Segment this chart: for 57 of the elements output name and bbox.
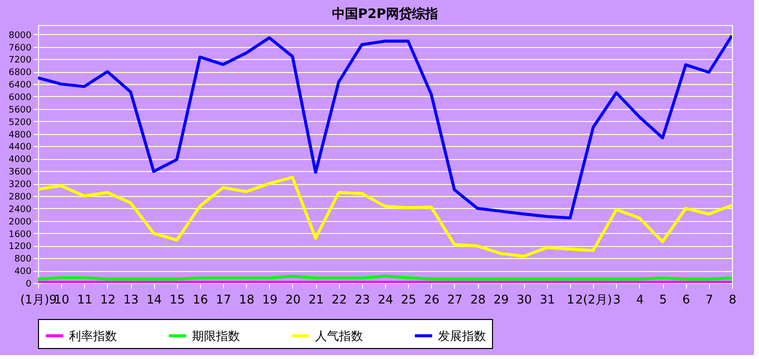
x-tick-label: 26 [424,292,440,306]
line-series [38,34,732,220]
x-tick-label: 24 [378,292,394,306]
x-tick-label: 20 [285,292,301,306]
y-tick-label: 4400 [8,142,32,153]
y-tick-label: 6800 [8,68,32,78]
y-tick-label: 6000 [8,92,32,103]
y-tick-label: 400 [14,267,32,278]
x-tick-label: 8 [728,292,736,306]
x-tick-label: 17 [216,292,232,306]
y-tick-label: 800 [14,254,32,265]
x-tick-label: 30 [516,292,532,306]
x-tick-label: 11 [77,292,92,306]
y-tick-label: 8000 [8,30,32,41]
x-tick-label: 18 [239,292,254,306]
legend-label: 期限指数 [192,328,240,343]
y-tick-label: 2000 [8,217,32,228]
x-tick-label: 27 [447,292,463,306]
x-tick-label: 4 [636,292,644,306]
x-tick-label: 31 [540,292,556,306]
y-tick-label: 1600 [8,230,32,240]
legend-label: 人气指数 [315,328,363,343]
x-tick-label: 22 [332,292,347,306]
x-tick-label: 14 [146,292,162,306]
x-tick-label: 5 [659,292,667,306]
x-tick-label: 23 [354,292,370,306]
y-tick-label: 5600 [8,105,32,116]
legend-label: 利率指数 [69,328,117,343]
line-series [38,176,732,258]
y-tick-label: 2400 [8,204,32,215]
x-tick-label: 3 [613,292,621,306]
chart-title: 中国P2P网贷综指 [332,6,438,22]
x-tick-label: 21 [308,292,324,306]
x-tick-label: 2(2月) [575,292,612,306]
y-tick-label: 6400 [8,80,32,91]
y-tick-label: 4000 [8,155,32,166]
x-tick-label: 16 [192,292,208,306]
y-tick-label: 1200 [8,242,32,252]
y-tick-label: 3200 [8,180,32,190]
x-tick-label: 12 [100,292,116,306]
x-tick-label: 25 [400,292,416,306]
x-tick-label: 19 [262,292,278,306]
x-tick-label: 28 [470,292,486,306]
y-tick-label: 4800 [8,130,32,140]
y-tick-label: 7200 [8,56,32,66]
x-tick-label: 6 [682,292,690,306]
y-tick-label: 3600 [8,168,32,178]
x-tick-label: 13 [123,292,139,306]
y-tick-label: 0 [26,280,32,290]
x-tick-label: 29 [494,292,509,306]
y-tick-label: 5200 [8,118,32,128]
x-tick-label: 7 [706,292,714,306]
x-tick-label: 15 [170,292,185,306]
y-tick-label: 2800 [8,192,32,202]
x-tick-label: 1 [566,292,574,306]
y-tick-label: 7600 [8,43,32,54]
legend-label: 发展指数 [438,328,486,343]
